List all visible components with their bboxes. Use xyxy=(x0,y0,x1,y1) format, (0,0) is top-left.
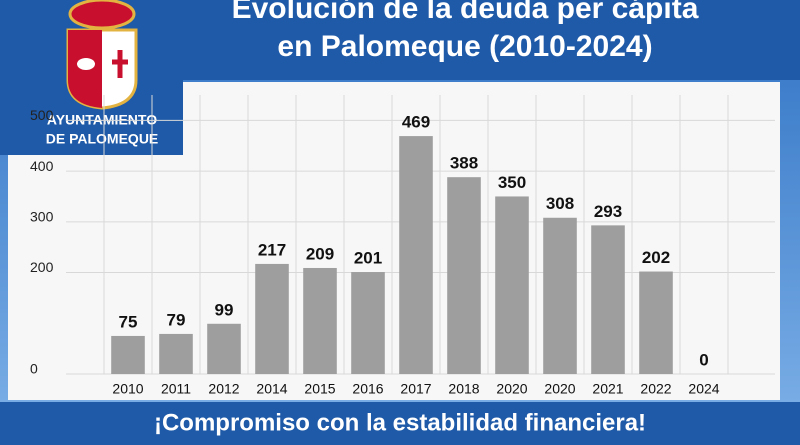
x-tick-label: 2021 xyxy=(592,381,623,397)
bar xyxy=(111,335,145,374)
value-label: 79 xyxy=(167,310,186,329)
x-tick-label: 2017 xyxy=(400,381,431,397)
value-label: 217 xyxy=(258,240,286,259)
x-tick-label: 2024 xyxy=(688,381,719,397)
chart-subtitle: en Palomeque (2010-2024) xyxy=(277,30,652,63)
bar xyxy=(591,225,625,374)
y-tick-label: 500 xyxy=(30,107,54,123)
cross xyxy=(112,50,128,78)
value-label: 202 xyxy=(642,248,670,267)
value-label: 75 xyxy=(119,312,138,331)
bar xyxy=(351,272,385,374)
x-tick-label: 2015 xyxy=(304,381,335,397)
dove xyxy=(77,58,95,70)
logo-text: DE PALOMEQUE xyxy=(46,131,159,147)
crown xyxy=(68,0,136,30)
logo-text: AYUNTAMIENTO xyxy=(47,112,157,128)
x-tick-label: 2012 xyxy=(208,381,239,397)
x-tick-label: 2010 xyxy=(112,381,143,397)
bar xyxy=(159,333,193,374)
bar xyxy=(303,267,337,374)
logo: AYUNTAMIENTO DE PALOMEQUE xyxy=(0,0,183,155)
y-tick-label: 0 xyxy=(30,361,38,377)
x-tick-label: 2011 xyxy=(161,381,191,397)
y-tick-label: 200 xyxy=(30,259,54,275)
x-tick-label: 2014 xyxy=(256,381,287,397)
x-tick-label: 2016 xyxy=(352,381,383,397)
y-tick-label: 300 xyxy=(30,209,54,225)
bar xyxy=(447,177,481,374)
bar xyxy=(255,263,289,374)
bar xyxy=(543,217,577,374)
plot: 0200300400500201075201179201299201421720… xyxy=(30,95,775,397)
value-label: 350 xyxy=(498,173,526,192)
value-label: 99 xyxy=(215,300,234,319)
bar xyxy=(399,136,433,374)
chart-title: Evolución de la deuda per cápita xyxy=(232,0,699,25)
value-label: 469 xyxy=(402,113,430,132)
value-label: 201 xyxy=(354,249,382,268)
y-tick-label: 400 xyxy=(30,158,54,174)
value-label: 293 xyxy=(594,202,622,221)
value-label: 209 xyxy=(306,244,334,263)
x-tick-label: 2022 xyxy=(640,381,671,397)
value-label: 388 xyxy=(450,154,478,173)
footer-banner xyxy=(0,402,800,445)
bar xyxy=(639,271,673,374)
x-tick-label: 2020 xyxy=(544,381,575,397)
footer-text: ¡Compromiso con la estabilidad financier… xyxy=(154,409,646,436)
value-label: 0 xyxy=(699,350,708,369)
x-tick-label: 2020 xyxy=(496,381,527,397)
value-label: 308 xyxy=(546,194,574,213)
bar xyxy=(495,196,529,374)
bar xyxy=(207,323,241,374)
x-tick-label: 2018 xyxy=(448,381,479,397)
